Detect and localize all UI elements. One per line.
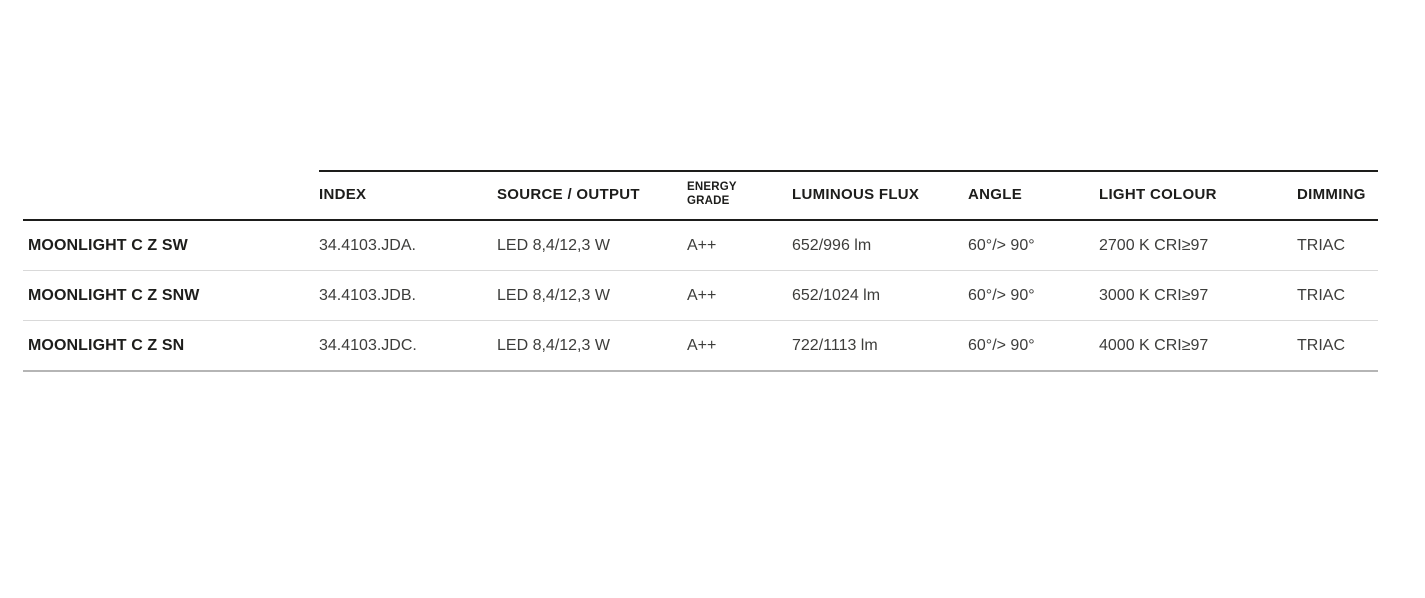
table-row: MOONLIGHT C Z SNW 34.4103.JDB. LED 8,4/1… — [23, 271, 1378, 321]
cell-product-name: MOONLIGHT C Z SNW — [28, 286, 200, 304]
cell-energy-grade: A++ — [687, 286, 717, 304]
cell-energy-grade: A++ — [687, 336, 717, 354]
cell-index: 34.4103.JDA. — [319, 236, 416, 254]
cell-light-colour: 2700 K CRI≥97 — [1099, 236, 1209, 254]
cell-light-colour: 3000 K CRI≥97 — [1099, 286, 1209, 304]
cell-luminous-flux: 652/996 lm — [792, 236, 872, 254]
cell-dimming: TRIAC — [1297, 236, 1345, 254]
cell-source-output: LED 8,4/12,3 W — [497, 286, 610, 304]
cell-light-colour: 4000 K CRI≥97 — [1099, 336, 1209, 354]
cell-source-output: LED 8,4/12,3 W — [497, 236, 610, 254]
cell-angle: 60°/> 90° — [968, 236, 1035, 254]
cell-product-name: MOONLIGHT C Z SN — [28, 336, 185, 354]
cell-dimming: TRIAC — [1297, 336, 1345, 354]
column-header-luminous-flux: LUMINOUS FLUX — [792, 186, 920, 203]
table-row: MOONLIGHT C Z SN 34.4103.JDC. LED 8,4/12… — [23, 321, 1378, 372]
column-header-energy-grade: ENERGY GRADE — [687, 180, 737, 207]
table-row: MOONLIGHT C Z SW 34.4103.JDA. LED 8,4/12… — [23, 221, 1378, 271]
cell-angle: 60°/> 90° — [968, 336, 1035, 354]
column-header-light-colour: LIGHT COLOUR — [1099, 186, 1217, 203]
product-spec-table: INDEX SOURCE / OUTPUT ENERGY GRADE LUMIN… — [23, 170, 1378, 372]
column-header-dimming: DIMMING — [1297, 186, 1366, 203]
cell-luminous-flux: 722/1113 lm — [792, 336, 878, 354]
cell-index: 34.4103.JDC. — [319, 336, 417, 354]
cell-index: 34.4103.JDB. — [319, 286, 416, 304]
table-header-row: INDEX SOURCE / OUTPUT ENERGY GRADE LUMIN… — [23, 170, 1378, 221]
column-header-angle: ANGLE — [968, 186, 1022, 203]
cell-product-name: MOONLIGHT C Z SW — [28, 236, 188, 254]
cell-dimming: TRIAC — [1297, 286, 1345, 304]
column-header-source-output: SOURCE / OUTPUT — [497, 186, 640, 203]
cell-angle: 60°/> 90° — [968, 286, 1035, 304]
column-header-index: INDEX — [319, 186, 367, 203]
cell-luminous-flux: 652/1024 lm — [792, 286, 881, 304]
cell-source-output: LED 8,4/12,3 W — [497, 336, 610, 354]
cell-energy-grade: A++ — [687, 236, 717, 254]
